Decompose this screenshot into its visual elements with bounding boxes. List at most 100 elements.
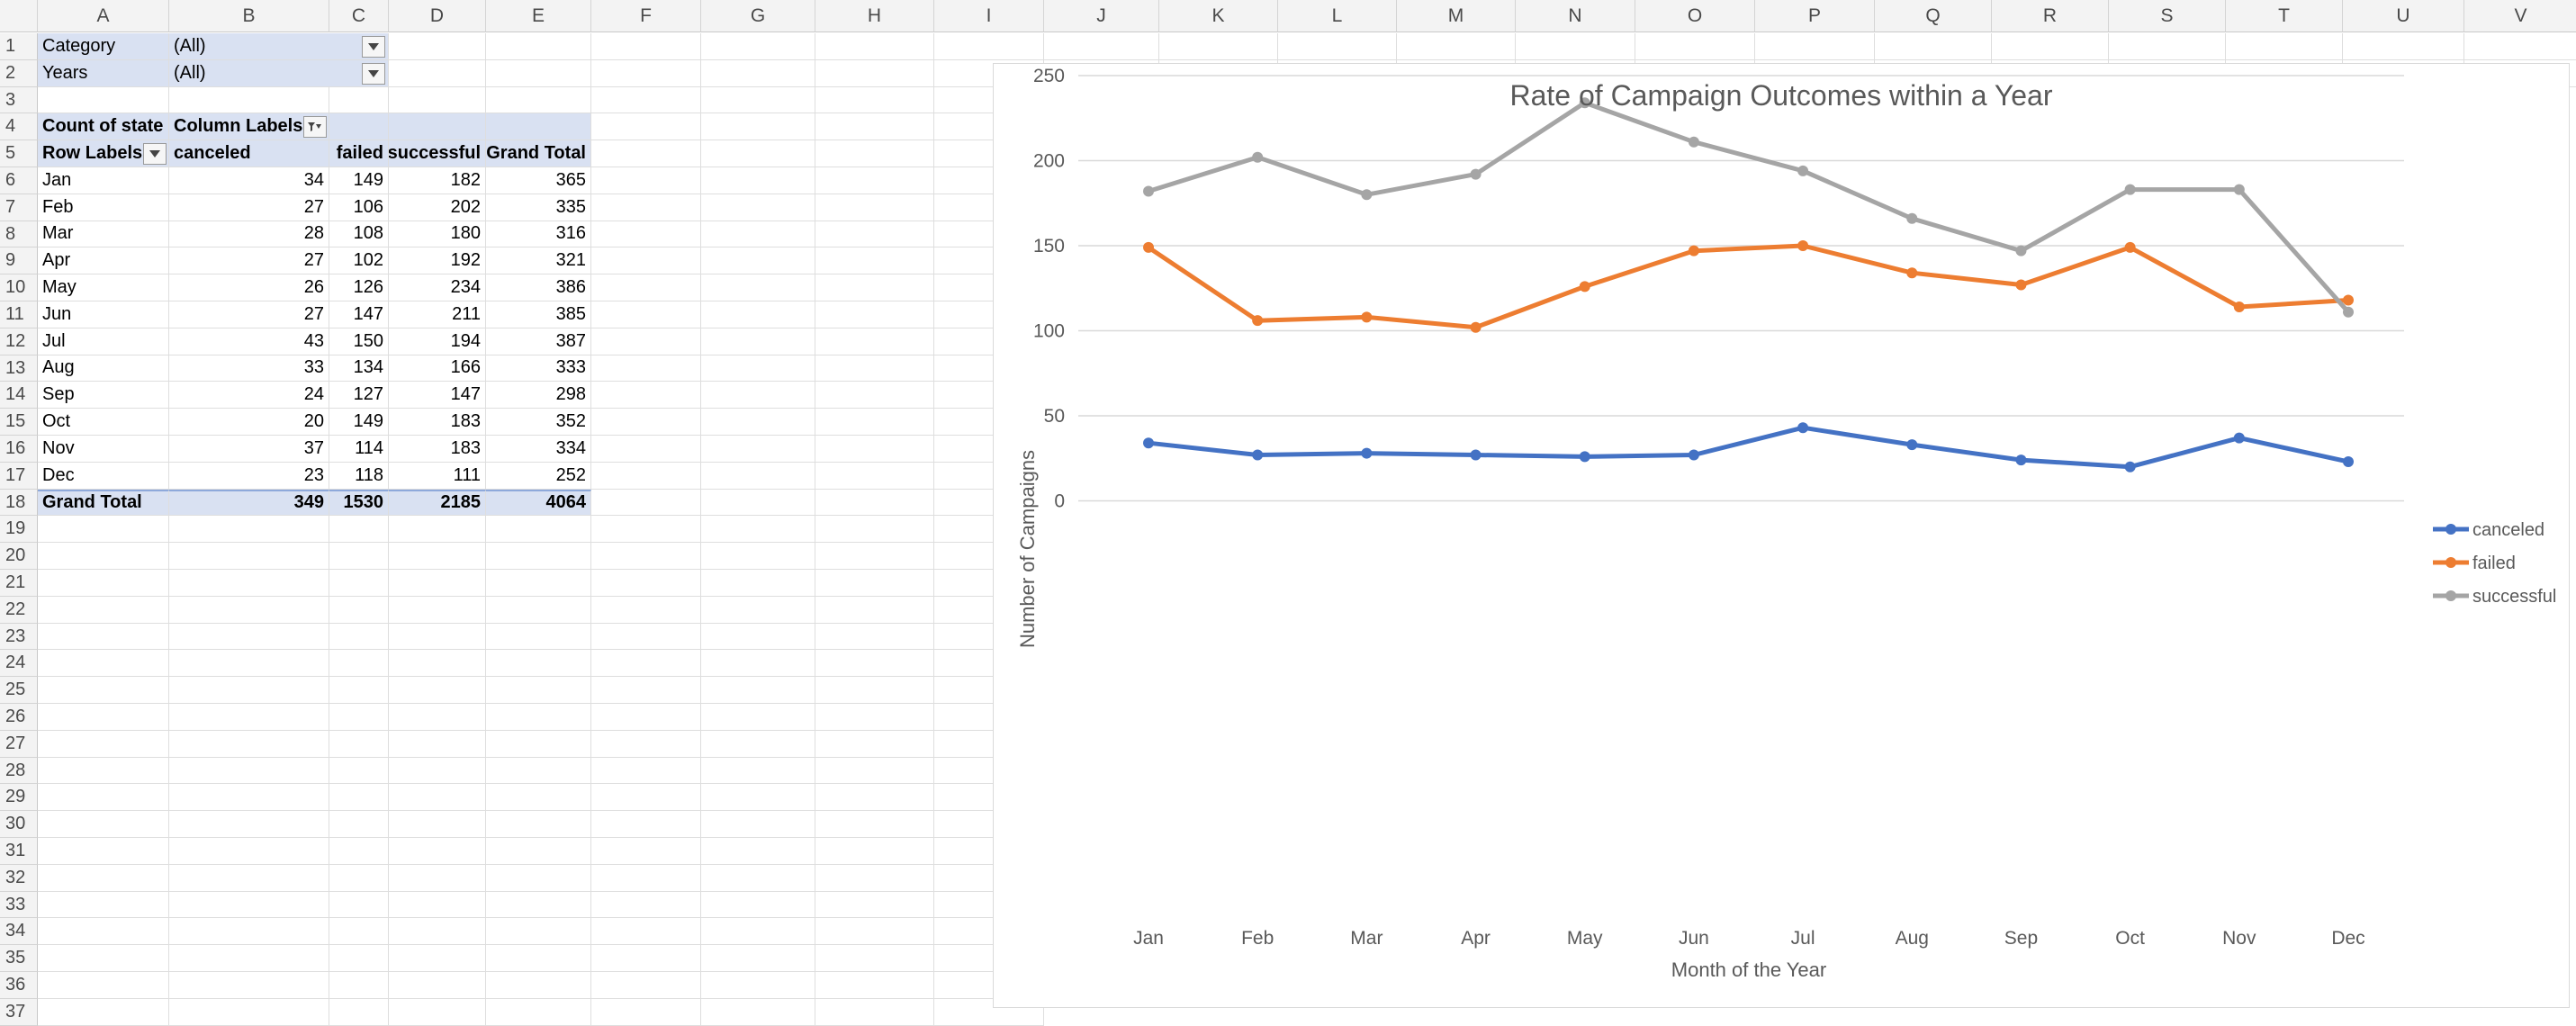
cell[interactable] [329, 864, 389, 892]
grand-total-value[interactable]: 349 [169, 489, 329, 517]
cell[interactable] [169, 811, 329, 838]
cell[interactable] [486, 918, 591, 946]
cell[interactable] [389, 918, 486, 946]
pivot-value-cell[interactable]: 387 [486, 328, 591, 356]
pivot-header-blank[interactable] [389, 113, 486, 141]
cell[interactable] [591, 59, 701, 87]
cell[interactable] [815, 596, 934, 624]
cell[interactable] [389, 811, 486, 838]
cell[interactable] [701, 194, 815, 221]
cell[interactable] [389, 757, 486, 785]
cell[interactable] [329, 596, 389, 624]
cell[interactable] [591, 730, 701, 758]
cell[interactable] [38, 838, 169, 865]
pivot-row-label[interactable]: May [38, 274, 169, 302]
pivot-value-cell[interactable]: 34 [169, 167, 329, 194]
cell[interactable] [169, 784, 329, 812]
cell[interactable] [591, 248, 701, 275]
cell[interactable] [389, 945, 486, 972]
data-point-failed[interactable] [1470, 321, 1482, 333]
pivot-header-successful[interactable]: successful [389, 140, 486, 167]
row-header-28[interactable]: 28 [0, 757, 38, 785]
column-header-k[interactable]: K [1159, 0, 1278, 32]
cell[interactable] [329, 543, 389, 570]
pivot-header-failed[interactable]: failed [329, 140, 389, 167]
cell[interactable] [38, 570, 169, 597]
cell[interactable] [591, 570, 701, 597]
column-header-m[interactable]: M [1397, 0, 1516, 32]
pivot-row-label[interactable]: Mar [38, 220, 169, 248]
cell[interactable] [701, 918, 815, 946]
cell[interactable] [701, 891, 815, 919]
cell[interactable] [591, 328, 701, 356]
cell[interactable] [2464, 33, 2576, 60]
cell[interactable] [815, 972, 934, 999]
row-header-18[interactable]: 18 [0, 489, 38, 517]
cell[interactable] [389, 516, 486, 544]
cell[interactable] [38, 972, 169, 999]
pivot-value-cell[interactable]: 134 [329, 355, 389, 382]
pivot-value-cell[interactable]: 183 [389, 409, 486, 436]
cell[interactable] [815, 33, 934, 60]
row-header-22[interactable]: 22 [0, 596, 38, 624]
pivot-value-cell[interactable]: 334 [486, 436, 591, 463]
data-point-canceled[interactable] [1252, 449, 1264, 461]
column-header-f[interactable]: F [591, 0, 701, 32]
row-header-12[interactable]: 12 [0, 328, 38, 356]
filter-label-years[interactable]: Years [38, 59, 169, 87]
cell[interactable] [169, 596, 329, 624]
cell[interactable] [591, 167, 701, 194]
cell[interactable] [38, 543, 169, 570]
cell[interactable] [701, 489, 815, 517]
column-header-p[interactable]: P [1755, 0, 1875, 32]
column-header-b[interactable]: B [169, 0, 329, 32]
row-header-37[interactable]: 37 [0, 998, 38, 1026]
column-header-c[interactable]: C [329, 0, 389, 32]
cell[interactable] [701, 113, 815, 141]
pivot-value-label[interactable]: Count of state [38, 113, 169, 141]
cell[interactable] [701, 730, 815, 758]
cell[interactable] [169, 650, 329, 678]
cell[interactable] [815, 811, 934, 838]
cell[interactable] [815, 623, 934, 651]
cell[interactable] [169, 704, 329, 731]
pivot-value-cell[interactable]: 316 [486, 220, 591, 248]
row-header-8[interactable]: 8 [0, 220, 38, 248]
data-point-canceled[interactable] [2233, 432, 2245, 444]
data-point-failed[interactable] [1797, 240, 1809, 251]
pivot-value-cell[interactable]: 386 [486, 274, 591, 302]
cell[interactable] [591, 382, 701, 410]
data-point-canceled[interactable] [1906, 439, 1918, 451]
cell[interactable] [486, 543, 591, 570]
cell[interactable] [591, 972, 701, 999]
cell[interactable] [38, 998, 169, 1026]
cell[interactable] [389, 704, 486, 731]
pivot-value-cell[interactable]: 333 [486, 355, 591, 382]
cell[interactable] [169, 516, 329, 544]
cell[interactable] [815, 543, 934, 570]
cell[interactable] [389, 650, 486, 678]
data-point-successful[interactable] [1688, 136, 1699, 148]
row-header-26[interactable]: 26 [0, 704, 38, 731]
cell[interactable] [2109, 33, 2226, 60]
grand-total-value[interactable]: 4064 [486, 489, 591, 517]
cell[interactable] [815, 113, 934, 141]
pivot-row-label[interactable]: Nov [38, 436, 169, 463]
data-point-failed[interactable] [2015, 279, 2027, 291]
column-header-g[interactable]: G [701, 0, 815, 32]
cell[interactable] [169, 945, 329, 972]
pivot-value-cell[interactable]: 23 [169, 462, 329, 490]
data-point-successful[interactable] [1797, 165, 1809, 176]
cell[interactable] [591, 140, 701, 167]
cell[interactable] [815, 274, 934, 302]
cell[interactable] [815, 220, 934, 248]
data-point-failed[interactable] [1688, 245, 1699, 256]
cell[interactable] [701, 811, 815, 838]
cell[interactable] [38, 730, 169, 758]
cell[interactable] [701, 677, 815, 704]
filter-value-category[interactable]: (All) [169, 33, 389, 60]
cell[interactable] [169, 677, 329, 704]
cell[interactable] [38, 864, 169, 892]
cell[interactable] [815, 570, 934, 597]
data-point-failed[interactable] [2233, 302, 2245, 313]
